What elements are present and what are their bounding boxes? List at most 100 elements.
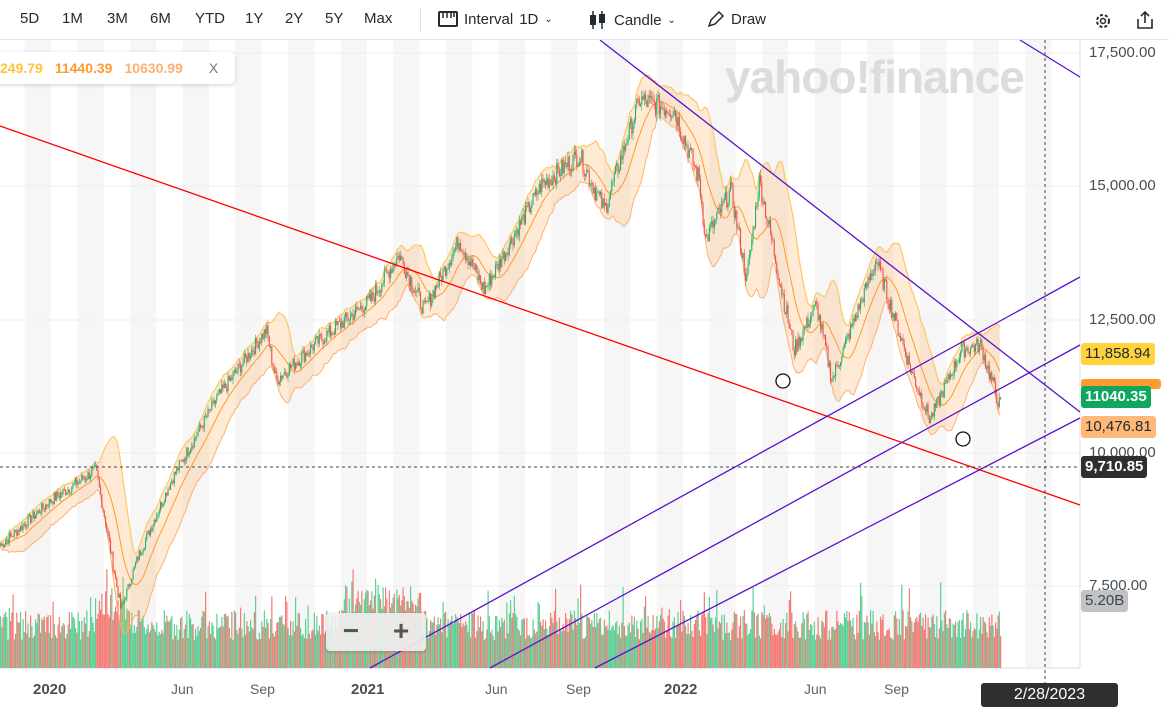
candle <box>715 219 717 220</box>
volume-bar <box>916 616 918 668</box>
volume-bar <box>696 614 698 668</box>
candle <box>283 372 285 376</box>
channel-line-1[interactable] <box>369 276 1081 669</box>
candle <box>135 562 137 567</box>
candle <box>193 437 195 448</box>
volume-bar <box>220 626 222 668</box>
candle <box>75 478 77 483</box>
share-icon[interactable] <box>1136 10 1154 30</box>
candle <box>652 98 654 100</box>
candle <box>701 196 703 204</box>
volume-tag: 5.20B <box>1081 590 1129 612</box>
volume-bar <box>71 612 73 668</box>
candle <box>298 361 300 366</box>
candle <box>676 117 678 127</box>
candle <box>221 384 223 393</box>
candle <box>811 315 813 317</box>
candle <box>882 269 884 290</box>
channel-line-3[interactable] <box>594 417 1081 669</box>
candle <box>227 376 229 392</box>
candle <box>248 352 250 359</box>
zoom-in-button[interactable]: + <box>392 615 410 646</box>
range-button-5d[interactable]: 5D <box>20 10 40 27</box>
candle <box>431 298 433 306</box>
chart-type-dropdown[interactable]: Candle ⌄ <box>588 10 676 30</box>
volume-bar <box>322 614 324 668</box>
candle <box>870 273 872 281</box>
candle <box>65 489 67 495</box>
candle <box>813 304 815 307</box>
interval-dropdown[interactable]: Interval 1D ⌄ <box>438 10 553 28</box>
range-button-3m[interactable]: 3M <box>107 10 128 27</box>
candle <box>530 208 532 212</box>
volume-bar <box>836 611 838 668</box>
candle <box>243 353 245 363</box>
candle <box>852 318 854 327</box>
volume-bar <box>656 616 658 668</box>
volume-bar <box>228 627 230 668</box>
candle <box>407 271 409 276</box>
range-button-ytd[interactable]: YTD <box>195 10 225 27</box>
volume-bar <box>247 626 249 668</box>
candle <box>315 338 317 344</box>
trend-lines[interactable] <box>0 39 1081 669</box>
candle <box>30 514 32 523</box>
candle <box>188 453 190 456</box>
bb-middle-line <box>0 100 1001 586</box>
candle <box>485 286 487 295</box>
volume-bar <box>10 620 12 668</box>
volume-bar <box>586 615 588 668</box>
range-button-1m[interactable]: 1M <box>62 10 83 27</box>
range-button-6m[interactable]: 6M <box>150 10 171 27</box>
volume-bar <box>783 638 785 668</box>
candle <box>972 344 974 347</box>
volume-bar <box>248 631 250 668</box>
trend-line-top-right[interactable] <box>1019 39 1081 78</box>
volume-bar <box>703 592 705 668</box>
candle <box>261 334 263 343</box>
candle <box>506 252 508 254</box>
candle <box>600 191 602 195</box>
candle <box>505 252 507 261</box>
candle <box>326 331 328 342</box>
y-axis-label: 12,500.00 <box>1089 311 1156 328</box>
legend-close-button[interactable]: X <box>208 60 219 76</box>
channel-line-2[interactable] <box>489 344 1081 669</box>
trend-anchor-handle[interactable] <box>955 431 971 447</box>
volume-bar <box>120 599 122 668</box>
gear-icon[interactable] <box>1093 11 1113 31</box>
bb-upper-tag: 11,858.94 <box>1081 343 1155 365</box>
volume-bar <box>182 638 184 668</box>
candle <box>128 584 130 587</box>
candle <box>962 342 964 344</box>
candle <box>415 291 417 293</box>
candle <box>920 393 922 396</box>
range-button-max[interactable]: Max <box>364 10 393 27</box>
zoom-out-button[interactable]: − <box>342 615 360 646</box>
candle <box>383 270 385 284</box>
volume-bar <box>180 618 182 668</box>
draw-button[interactable]: Draw <box>707 10 766 28</box>
volume-bar <box>430 620 432 668</box>
candle <box>398 255 400 261</box>
candle <box>527 202 529 207</box>
range-button-1y[interactable]: 1Y <box>245 10 264 27</box>
candle <box>907 355 909 365</box>
candle <box>321 334 323 341</box>
range-button-5y[interactable]: 5Y <box>325 10 344 27</box>
volume-bar <box>902 610 904 668</box>
trend-anchor-handle[interactable] <box>775 373 791 389</box>
candle <box>425 300 427 302</box>
volume-bar <box>708 596 710 668</box>
volume-bar <box>106 569 108 668</box>
candle <box>575 151 577 155</box>
volume-bar <box>473 610 475 668</box>
volume-bar <box>685 625 687 668</box>
trend-line-red[interactable] <box>0 125 1081 506</box>
candle <box>192 445 194 448</box>
volume-bar <box>843 613 845 668</box>
candle <box>357 307 359 310</box>
range-button-2y[interactable]: 2Y <box>285 10 304 27</box>
volume-bar <box>146 629 148 668</box>
